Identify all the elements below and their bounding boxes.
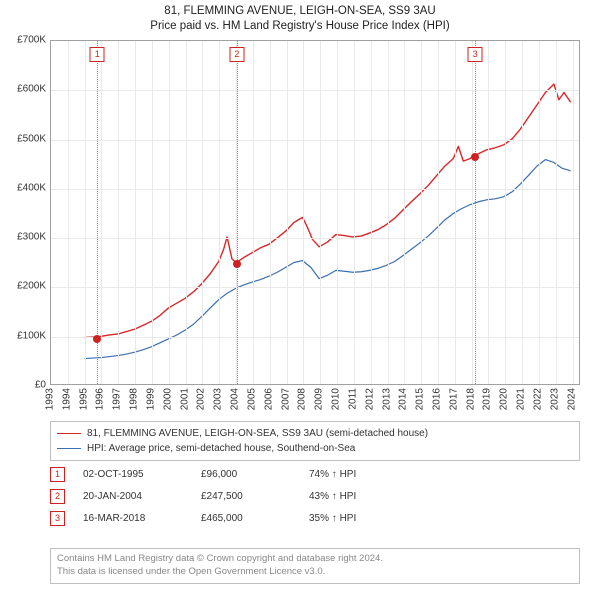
event-marker-dot [471, 153, 479, 161]
event-marker-box: 2 [229, 47, 244, 62]
xtick-label: 2005 [246, 388, 257, 410]
ytick-label: £600K [2, 84, 46, 95]
event-date-2: 20-JAN-2004 [83, 491, 183, 502]
event-price-3: £465,000 [201, 513, 291, 524]
arrow-up-icon: ↑ [332, 469, 337, 480]
xtick-label: 2015 [415, 388, 426, 410]
ytick-label: £0 [2, 380, 46, 391]
xtick-label: 2014 [398, 388, 409, 410]
xtick-label: 2001 [179, 388, 190, 410]
event-pct-3: 35% ↑ HPI [309, 513, 356, 524]
xtick-label: 2008 [297, 388, 308, 410]
legend-row-hpi: HPI: Average price, semi-detached house,… [57, 441, 573, 456]
xtick-label: 2017 [448, 388, 459, 410]
event-row-1: 1 02-OCT-1995 £96,000 74% ↑ HPI [50, 467, 580, 482]
xtick-label: 1994 [61, 388, 72, 410]
ytick-label: £500K [2, 133, 46, 144]
legend-swatch-subject [57, 433, 81, 434]
event-row-2: 2 20-JAN-2004 £247,500 43% ↑ HPI [50, 489, 580, 504]
xtick-label: 2011 [347, 388, 358, 410]
xtick-label: 2010 [331, 388, 342, 410]
xtick-label: 2022 [532, 388, 543, 410]
xtick-label: 1995 [78, 388, 89, 410]
event-pct-2: 43% ↑ HPI [309, 491, 356, 502]
title-block: 81, FLEMMING AVENUE, LEIGH-ON-SEA, SS9 3… [0, 0, 600, 34]
event-date-1: 02-OCT-1995 [83, 469, 183, 480]
legend-label-subject: 81, FLEMMING AVENUE, LEIGH-ON-SEA, SS9 3… [87, 426, 428, 441]
attribution-line2: This data is licensed under the Open Gov… [57, 566, 573, 579]
ytick-label: £100K [2, 330, 46, 341]
ytick-label: £200K [2, 281, 46, 292]
xtick-label: 2024 [566, 388, 577, 410]
events-table: 1 02-OCT-1995 £96,000 74% ↑ HPI 2 20-JAN… [50, 460, 580, 533]
xtick-label: 1997 [112, 388, 123, 410]
event-marker-box: 1 [90, 47, 105, 62]
event-price-1: £96,000 [201, 469, 291, 480]
arrow-up-icon: ↑ [332, 491, 337, 502]
chart-container: 81, FLEMMING AVENUE, LEIGH-ON-SEA, SS9 3… [0, 0, 600, 590]
xtick-label: 2007 [280, 388, 291, 410]
legend-label-hpi: HPI: Average price, semi-detached house,… [87, 441, 355, 456]
line-layer [51, 41, 579, 384]
xtick-label: 2020 [499, 388, 510, 410]
xtick-label: 2023 [549, 388, 560, 410]
event-date-3: 16-MAR-2018 [83, 513, 183, 524]
xtick-label: 1993 [45, 388, 56, 410]
xtick-label: 2013 [381, 388, 392, 410]
xtick-label: 2003 [213, 388, 224, 410]
xtick-label: 2021 [516, 388, 527, 410]
legend-row-subject: 81, FLEMMING AVENUE, LEIGH-ON-SEA, SS9 3… [57, 426, 573, 441]
legend-swatch-hpi [57, 448, 81, 449]
event-marker-box: 3 [468, 47, 483, 62]
attribution-line1: Contains HM Land Registry data © Crown c… [57, 553, 573, 566]
plot-area: 123 £0£100K£200K£300K£400K£500K£600K£700… [50, 40, 580, 385]
attribution-box: Contains HM Land Registry data © Crown c… [50, 548, 580, 584]
xtick-label: 2000 [162, 388, 173, 410]
ytick-label: £300K [2, 232, 46, 243]
xtick-label: 2004 [230, 388, 241, 410]
event-row-3: 3 16-MAR-2018 £465,000 35% ↑ HPI [50, 511, 580, 526]
xtick-label: 2009 [314, 388, 325, 410]
event-marker-dot [93, 335, 101, 343]
event-num-1: 1 [50, 467, 65, 482]
event-pct-1: 74% ↑ HPI [309, 469, 356, 480]
xtick-label: 1999 [145, 388, 156, 410]
xtick-label: 2002 [196, 388, 207, 410]
title-address: 81, FLEMMING AVENUE, LEIGH-ON-SEA, SS9 3… [0, 4, 600, 19]
arrow-up-icon: ↑ [332, 513, 337, 524]
event-num-3: 3 [50, 511, 65, 526]
event-marker-dot [233, 260, 241, 268]
xtick-label: 2006 [263, 388, 274, 410]
xtick-label: 1996 [95, 388, 106, 410]
legend-box: 81, FLEMMING AVENUE, LEIGH-ON-SEA, SS9 3… [50, 421, 580, 461]
series-line-subject [85, 84, 571, 337]
event-num-2: 2 [50, 489, 65, 504]
xtick-label: 1998 [129, 388, 140, 410]
xtick-label: 2018 [465, 388, 476, 410]
event-price-2: £247,500 [201, 491, 291, 502]
xtick-label: 2012 [364, 388, 375, 410]
title-subtitle: Price paid vs. HM Land Registry's House … [0, 19, 600, 34]
xtick-label: 2019 [482, 388, 493, 410]
plot-canvas: 1 2 3 [50, 40, 580, 385]
ytick-label: £400K [2, 182, 46, 193]
ytick-label: £700K [2, 35, 46, 46]
xtick-label: 2016 [431, 388, 442, 410]
